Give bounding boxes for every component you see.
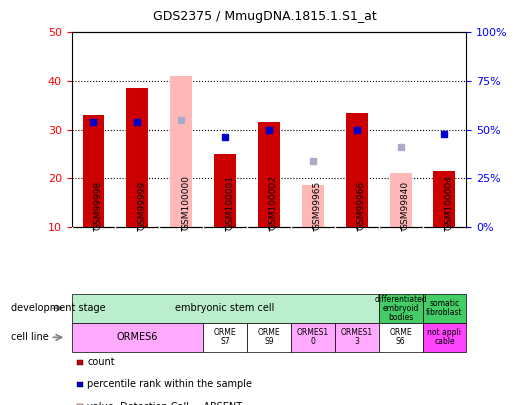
- Text: GSM100000: GSM100000: [181, 175, 190, 230]
- Bar: [422, 323, 466, 352]
- Text: GSM99840: GSM99840: [401, 181, 410, 230]
- Text: ORMES1
3: ORMES1 3: [341, 328, 373, 346]
- Bar: [126, 88, 148, 227]
- Text: cell line: cell line: [11, 333, 48, 342]
- Bar: [378, 323, 422, 352]
- Text: percentile rank within the sample: percentile rank within the sample: [87, 379, 252, 389]
- Text: ORMES1
0: ORMES1 0: [297, 328, 329, 346]
- Text: ORME
S7: ORME S7: [214, 328, 236, 346]
- Text: GSM99965: GSM99965: [313, 181, 322, 230]
- Text: count: count: [87, 357, 115, 367]
- Text: somatic
fibroblast: somatic fibroblast: [426, 299, 463, 317]
- Text: GSM100002: GSM100002: [269, 175, 278, 230]
- Bar: [422, 294, 466, 323]
- Text: differentiated
embryoid
bodies: differentiated embryoid bodies: [374, 295, 427, 322]
- Bar: [247, 323, 291, 352]
- Text: value, Detection Call = ABSENT: value, Detection Call = ABSENT: [87, 402, 243, 405]
- Bar: [72, 323, 203, 352]
- Bar: [258, 122, 280, 227]
- Text: GSM99999: GSM99999: [137, 181, 146, 230]
- Bar: [83, 115, 104, 227]
- Bar: [291, 323, 335, 352]
- Text: GSM99966: GSM99966: [357, 181, 366, 230]
- Bar: [378, 294, 422, 323]
- Text: GSM99998: GSM99998: [93, 181, 102, 230]
- Text: embryonic stem cell: embryonic stem cell: [175, 303, 275, 313]
- Text: GSM100004: GSM100004: [445, 175, 454, 230]
- Text: GDS2375 / MmugDNA.1815.1.S1_at: GDS2375 / MmugDNA.1815.1.S1_at: [153, 10, 377, 23]
- Bar: [434, 171, 455, 227]
- Bar: [346, 113, 368, 227]
- Text: ORME
S9: ORME S9: [258, 328, 280, 346]
- Bar: [72, 294, 378, 323]
- Text: development stage: development stage: [11, 303, 105, 313]
- Text: GSM100001: GSM100001: [225, 175, 234, 230]
- Bar: [335, 323, 378, 352]
- Bar: [214, 154, 236, 227]
- Text: not appli
cable: not appli cable: [428, 328, 462, 346]
- Bar: [302, 185, 324, 227]
- Bar: [170, 76, 192, 227]
- Text: ORME
S6: ORME S6: [389, 328, 412, 346]
- Text: ORMES6: ORMES6: [117, 333, 158, 342]
- Bar: [390, 173, 412, 227]
- Bar: [203, 323, 247, 352]
